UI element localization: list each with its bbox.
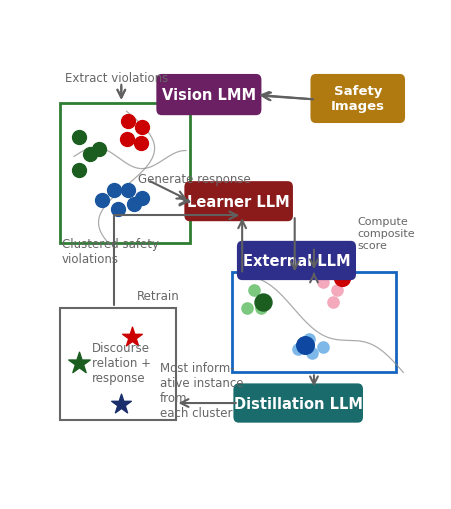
Point xyxy=(329,298,336,306)
Point xyxy=(294,345,301,353)
FancyBboxPatch shape xyxy=(236,241,355,280)
Point xyxy=(137,139,144,148)
Point xyxy=(117,400,124,408)
Point xyxy=(138,124,146,132)
Point xyxy=(257,304,264,312)
Text: Safety
Images: Safety Images xyxy=(330,86,384,114)
Point xyxy=(318,278,326,287)
Point xyxy=(98,196,106,204)
Text: Learner LLM: Learner LLM xyxy=(187,194,290,209)
Text: Most inform-
ative instance
from
each cluster: Most inform- ative instance from each cl… xyxy=(160,361,243,419)
FancyBboxPatch shape xyxy=(156,75,261,116)
FancyBboxPatch shape xyxy=(310,75,404,124)
Point xyxy=(338,274,345,282)
Text: Distillation LLM: Distillation LLM xyxy=(233,396,362,411)
Text: Retrain: Retrain xyxy=(137,290,179,303)
Point xyxy=(138,194,146,202)
Point xyxy=(318,343,326,351)
Bar xyxy=(60,104,189,243)
Point xyxy=(301,341,308,349)
Point xyxy=(130,200,137,208)
Text: Compute
composite
score: Compute composite score xyxy=(357,217,414,250)
Point xyxy=(75,133,83,142)
Text: Generate response: Generate response xyxy=(138,172,251,185)
Point xyxy=(243,304,250,312)
Point xyxy=(86,151,93,159)
Point xyxy=(124,118,132,126)
Bar xyxy=(231,273,396,373)
Text: Clustered safety
violations: Clustered safety violations xyxy=(62,237,158,265)
Text: Discourse
relation +
response: Discourse relation + response xyxy=(91,342,150,384)
Point xyxy=(128,333,135,342)
Point xyxy=(332,286,340,294)
Point xyxy=(304,335,312,344)
Text: Extract violations: Extract violations xyxy=(65,72,168,85)
Point xyxy=(110,186,118,194)
Point xyxy=(259,298,266,306)
Bar xyxy=(60,308,175,420)
Point xyxy=(308,349,315,357)
FancyBboxPatch shape xyxy=(184,182,292,222)
Point xyxy=(250,286,258,294)
FancyBboxPatch shape xyxy=(233,384,362,423)
Point xyxy=(75,359,83,367)
Point xyxy=(123,135,130,144)
Point xyxy=(124,186,132,194)
Point xyxy=(114,206,121,214)
Text: External LLM: External LLM xyxy=(242,253,350,268)
Point xyxy=(75,167,83,175)
Point xyxy=(95,145,102,153)
Text: Vision LMM: Vision LMM xyxy=(161,88,255,103)
